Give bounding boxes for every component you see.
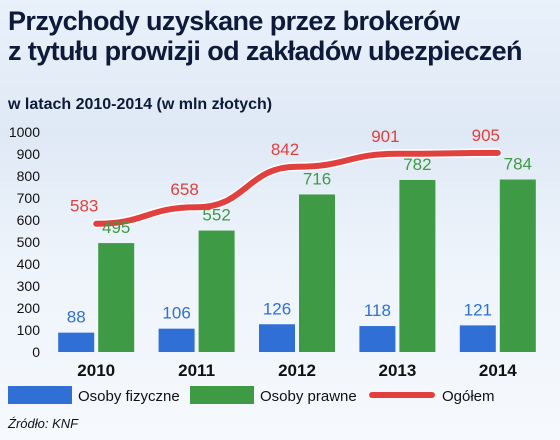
data-label-osoby-fizyczne: 88 — [67, 308, 86, 327]
y-tick-label: 200 — [17, 300, 41, 316]
data-label-osoby-prawne: 552 — [202, 206, 230, 225]
chart-subtitle: w latach 2010-2014 (w mln złotych) — [8, 96, 273, 113]
bar-osoby-fizyczne — [359, 326, 396, 352]
bar-osoby-fizyczne — [58, 332, 95, 352]
bar-osoby-prawne — [499, 179, 536, 352]
y-tick-label: 1000 — [9, 124, 40, 140]
y-axis: 0 100 200 300 400 500 600 700 800 900 1000 — [9, 124, 40, 360]
bar-osoby-fizyczne — [158, 328, 195, 352]
legend-label: Ogółem — [442, 388, 495, 405]
data-label-ogolem: 583 — [70, 197, 98, 216]
bar-osoby-fizyczne — [459, 325, 496, 352]
title-line-1: Przychody uzyskane przez brokerów — [8, 6, 460, 36]
x-tick-label: 2011 — [178, 361, 215, 380]
x-axis-labels: 2010 2011 2012 2013 2014 — [77, 361, 517, 380]
total-line — [91, 148, 503, 229]
data-labels: 88 495 106 552 126 716 118 782 121 784 583 658 842 90… — [67, 126, 532, 327]
legend-label: Osoby fizyczne — [78, 388, 180, 405]
y-tick-label: 500 — [17, 234, 41, 250]
data-label-osoby-prawne: 495 — [102, 218, 130, 237]
data-label-osoby-fizyczne: 126 — [263, 299, 291, 318]
bar-osoby-prawne — [198, 230, 235, 352]
data-label-ogolem: 658 — [170, 180, 198, 199]
y-tick-label: 300 — [17, 278, 41, 294]
bar-osoby-fizyczne — [259, 324, 295, 352]
source-note: Źródło: KNF — [8, 416, 79, 431]
y-tick-label: 100 — [17, 322, 41, 338]
y-tick-label: 0 — [32, 344, 40, 360]
data-label-osoby-fizyczne: 106 — [162, 304, 190, 323]
data-label-ogolem: 842 — [271, 140, 299, 159]
y-tick-label: 600 — [17, 212, 41, 228]
data-label-ogolem: 905 — [472, 126, 500, 145]
bars — [58, 179, 536, 352]
y-tick-label: 700 — [17, 190, 41, 206]
x-tick-label: 2012 — [278, 361, 316, 380]
y-tick-label: 800 — [17, 168, 41, 184]
legend: Osoby fizyczne Osoby prawne Ogółem — [8, 386, 495, 405]
legend-swatch — [190, 386, 254, 404]
legend-label: Osoby prawne — [260, 388, 357, 405]
bar-osoby-prawne — [399, 179, 436, 352]
data-label-ogolem: 901 — [371, 127, 399, 146]
data-label-osoby-fizyczne: 121 — [464, 300, 492, 319]
total-line-path — [93, 149, 501, 227]
data-label-osoby-fizyczne: 118 — [364, 301, 391, 320]
y-tick-label: 900 — [17, 146, 41, 162]
y-tick-label: 400 — [17, 256, 41, 272]
legend-swatch — [8, 386, 72, 404]
bar-osoby-prawne — [299, 194, 335, 352]
x-tick-label: 2014 — [479, 361, 517, 380]
bar-osoby-prawne — [98, 243, 135, 352]
data-label-osoby-prawne: 784 — [504, 155, 532, 174]
data-label-osoby-prawne: 782 — [403, 155, 431, 174]
x-tick-label: 2010 — [77, 361, 115, 380]
data-label-osoby-prawne: 716 — [303, 169, 331, 188]
x-tick-label: 2013 — [378, 361, 416, 380]
chart-title: Przychody uzyskane przez brokerów z tytu… — [8, 6, 556, 66]
title-line-2: z tytułu prowizji od zakładów ubezpiecze… — [8, 36, 523, 66]
